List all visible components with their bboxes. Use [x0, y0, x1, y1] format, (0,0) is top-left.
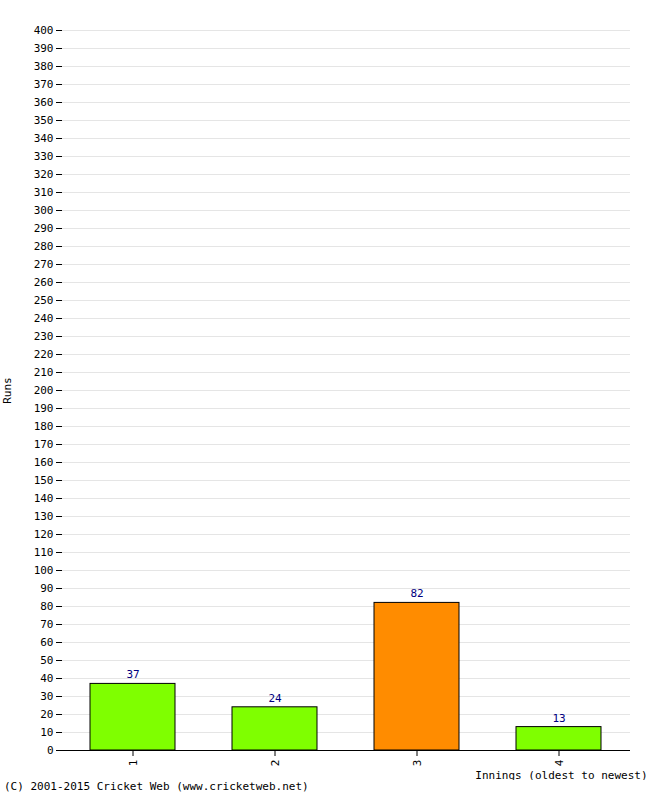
svg-text:40: 40 — [40, 672, 53, 685]
svg-text:37: 37 — [126, 668, 139, 681]
svg-text:140: 140 — [34, 492, 54, 505]
svg-text:160: 160 — [34, 456, 54, 469]
svg-text:240: 240 — [34, 312, 54, 325]
svg-text:3: 3 — [411, 760, 424, 767]
svg-text:30: 30 — [40, 690, 53, 703]
svg-text:280: 280 — [34, 240, 54, 253]
svg-text:190: 190 — [34, 402, 54, 415]
svg-text:260: 260 — [34, 276, 54, 289]
svg-text:60: 60 — [40, 636, 53, 649]
svg-text:Innings (oldest to newest): Innings (oldest to newest) — [475, 769, 647, 781]
svg-text:10: 10 — [40, 726, 53, 739]
svg-text:13: 13 — [552, 712, 565, 725]
svg-text:70: 70 — [40, 618, 53, 631]
svg-text:180: 180 — [34, 420, 54, 433]
svg-text:80: 80 — [40, 600, 53, 613]
svg-text:130: 130 — [34, 510, 54, 523]
html-text:(C) 2001-2015 Cricket Web (www: (C) 2001-2015 Cricket Web (www.cricketwe… — [4, 780, 309, 793]
svg-text:220: 220 — [34, 348, 54, 361]
svg-text:0: 0 — [47, 744, 54, 757]
svg-text:390: 390 — [34, 42, 54, 55]
svg-text:170: 170 — [34, 438, 54, 451]
svg-text:290: 290 — [34, 222, 54, 235]
svg-text:Runs: Runs — [1, 377, 14, 404]
svg-text:82: 82 — [410, 587, 423, 600]
svg-text:250: 250 — [34, 294, 54, 307]
svg-text:50: 50 — [40, 654, 53, 667]
svg-text:200: 200 — [34, 384, 54, 397]
svg-text:330: 330 — [34, 150, 54, 163]
svg-text:110: 110 — [34, 546, 54, 559]
svg-text:20: 20 — [40, 708, 53, 721]
svg-text:120: 120 — [34, 528, 54, 541]
svg-text:300: 300 — [34, 204, 54, 217]
svg-text:400: 400 — [34, 24, 54, 37]
svg-text:340: 340 — [34, 132, 54, 145]
svg-text:90: 90 — [40, 582, 53, 595]
svg-text:310: 310 — [34, 186, 54, 199]
svg-text:380: 380 — [34, 60, 54, 73]
svg-text:360: 360 — [34, 96, 54, 109]
svg-text:24: 24 — [268, 692, 282, 705]
svg-text:210: 210 — [34, 366, 54, 379]
svg-text:370: 370 — [34, 78, 54, 91]
svg-text:230: 230 — [34, 330, 54, 343]
svg-text:270: 270 — [34, 258, 54, 271]
svg-text:2: 2 — [269, 760, 282, 767]
svg-text:1: 1 — [127, 760, 140, 767]
svg-text:320: 320 — [34, 168, 54, 181]
svg-text:150: 150 — [34, 474, 54, 487]
svg-text:350: 350 — [34, 114, 54, 127]
svg-text:100: 100 — [34, 564, 54, 577]
svg-text:4: 4 — [553, 759, 566, 766]
